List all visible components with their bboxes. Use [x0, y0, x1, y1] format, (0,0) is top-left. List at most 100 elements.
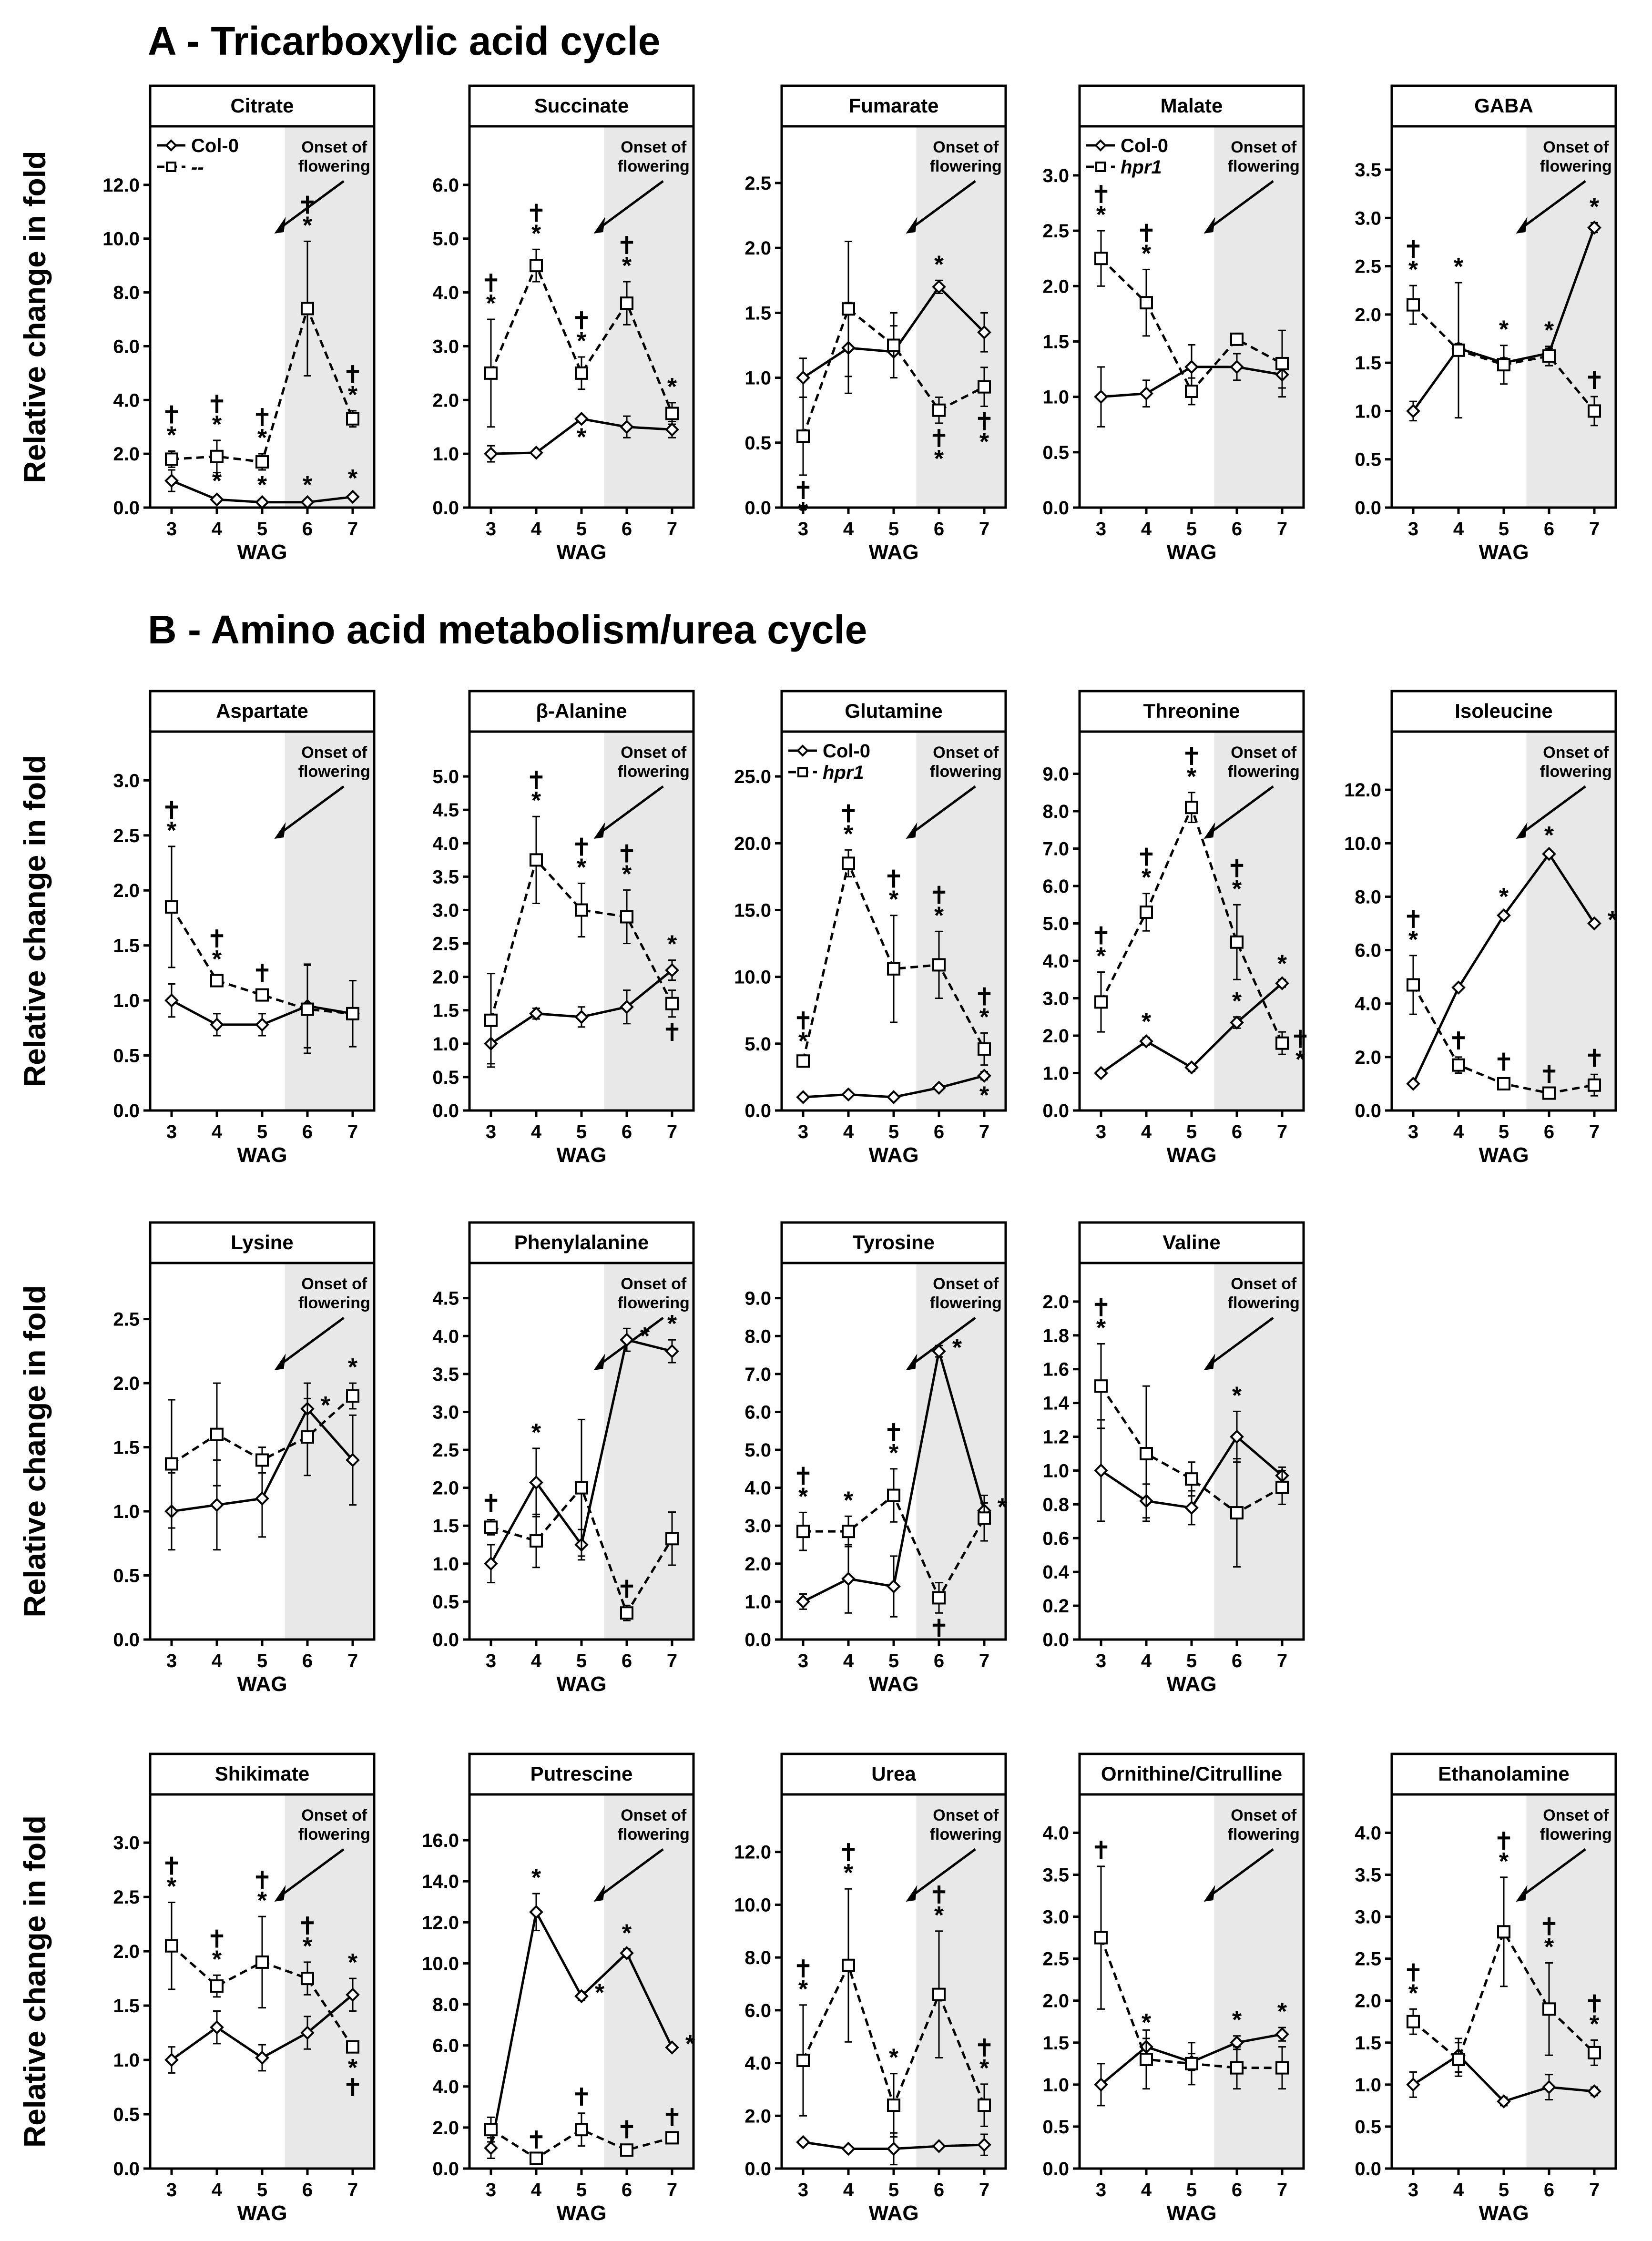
- data-point-hpr1: [484, 2123, 498, 2137]
- chart-title-box: [1390, 84, 1617, 128]
- y-tick-label: 1.2: [1042, 1427, 1069, 1448]
- data-point-hpr1: [1497, 1925, 1510, 1939]
- y-tick-label: 8.0: [744, 1326, 771, 1347]
- x-tick-label: 5: [888, 2180, 899, 2200]
- significance-mark: *: [640, 1323, 650, 1350]
- y-tick-label: 0.5: [432, 1067, 459, 1088]
- chart-panel-ethanolamine: Ethanolamine 0.0 0.5 1.0 1.5 2.0 2.5 3.0 3.5 4.0 3…: [1355, 1752, 1617, 2225]
- y-tick-label: 4.0: [1042, 1823, 1069, 1844]
- data-point-hpr1: [346, 2040, 359, 2054]
- data-point-col-0: [1587, 2084, 1601, 2098]
- onset-label: flowering: [298, 1294, 370, 1312]
- x-tick-label: 7: [1277, 1650, 1287, 1671]
- data-point-hpr1: [1185, 385, 1198, 398]
- y-tick-label: 2.5: [1355, 1949, 1381, 1970]
- data-point-col-0: [210, 1018, 224, 1032]
- x-tick-label: 3: [798, 2180, 808, 2200]
- onset-shade: [916, 1263, 1006, 1640]
- data-point-hpr1: [301, 1430, 314, 1444]
- y-tick-label: 7.0: [1042, 839, 1069, 860]
- x-tick-label: 5: [1186, 1121, 1197, 1142]
- data-point-col-0: [620, 999, 634, 1014]
- y-tick-label: 1.0: [1042, 2075, 1069, 2096]
- significance-mark: *: [257, 471, 267, 499]
- onset-arrow-head: [593, 217, 605, 234]
- data-point-col-0: [1139, 1034, 1153, 1049]
- y-tick-label: 12.0: [734, 1842, 771, 1863]
- y-tick-label: 2.0: [744, 238, 771, 259]
- significance-mark: ✝: [616, 1576, 637, 1603]
- significance-mark: *: [1232, 988, 1242, 1015]
- data-point-hpr1: [1140, 296, 1153, 310]
- data-point-hpr1: [842, 1525, 855, 1538]
- y-tick-label: 2.5: [432, 934, 459, 955]
- data-point-hpr1: [1407, 298, 1420, 312]
- x-tick-label: 4: [1453, 1121, 1464, 1142]
- significance-mark: ✝: [928, 1882, 949, 1909]
- significance-mark: ✝: [161, 797, 182, 825]
- data-point-col-0: [665, 422, 679, 437]
- onset-arrow: [1520, 1848, 1586, 1898]
- y-tick-label: 4.0: [432, 833, 459, 854]
- data-point-hpr1: [1140, 1447, 1153, 1460]
- significance-mark: *: [321, 1392, 331, 1419]
- data-point-col-0: [977, 1069, 991, 1083]
- x-tick-label: 5: [257, 519, 267, 540]
- x-tick-label: 7: [347, 2180, 358, 2200]
- y-tick-label: 3.0: [432, 336, 459, 357]
- x-axis-title: WAG: [868, 1672, 918, 1696]
- significance-mark: ✝: [1403, 1959, 1424, 1987]
- x-tick-label: 4: [1141, 2180, 1152, 2200]
- x-tick-label: 7: [347, 1650, 358, 1671]
- y-tick-label: 2.0: [1355, 1047, 1381, 1068]
- significance-mark: ✝: [793, 1008, 814, 1035]
- onset-shade: [604, 732, 693, 1110]
- y-tick-label: 2.5: [1042, 1949, 1069, 1970]
- x-tick-label: 5: [1499, 519, 1509, 540]
- data-point-col-0: [1587, 220, 1601, 235]
- onset-label: Onset of: [301, 138, 367, 156]
- significance-mark: *: [303, 1933, 313, 1960]
- y-tick-label: 2.5: [113, 1887, 140, 1908]
- y-tick-label: 9.0: [744, 1288, 771, 1309]
- x-axis-title: WAG: [868, 1143, 918, 1167]
- significance-mark: *: [979, 428, 989, 456]
- significance-mark: *: [167, 817, 177, 845]
- onset-label: flowering: [618, 157, 690, 175]
- legend-marker-hpr1: [797, 767, 808, 777]
- y-tick-label: 12.0: [1344, 780, 1381, 801]
- y-tick-label: 1.0: [1355, 401, 1381, 422]
- data-point-col-0: [1184, 1500, 1199, 1515]
- data-point-hpr1: [887, 1488, 900, 1502]
- data-point-hpr1: [255, 455, 269, 469]
- significance-mark: *: [1295, 1046, 1305, 1074]
- x-tick-label: 7: [1589, 519, 1600, 540]
- x-tick-label: 6: [622, 1650, 632, 1671]
- y-tick-label: 1.0: [113, 990, 140, 1011]
- x-tick-label: 4: [843, 1650, 854, 1671]
- significance-mark: *: [167, 422, 177, 449]
- data-point-hpr1: [665, 2131, 679, 2145]
- significance-mark: *: [979, 1003, 989, 1031]
- legend-label-col-0: Col-0: [1121, 135, 1168, 156]
- y-tick-label: 3.0: [1355, 1907, 1381, 1928]
- x-tick-label: 4: [1141, 1121, 1152, 1142]
- chart-panel-aspartate: Aspartate 0.0 0.5 1.0 1.5 2.0 2.5 3.0 3 4 5 6 7 WAG On…: [113, 690, 376, 1167]
- data-point-hpr1: [1094, 995, 1108, 1009]
- data-point-hpr1: [796, 429, 810, 443]
- chart-title: GABA: [1474, 94, 1533, 117]
- y-tick-label: 10.0: [422, 1953, 459, 1974]
- x-tick-label: 7: [1277, 2180, 1287, 2200]
- series-line-hpr1: [489, 857, 673, 1021]
- significance-mark: *: [212, 411, 222, 438]
- significance-mark: *: [1499, 1848, 1509, 1875]
- y-tick-label: 1.0: [432, 1034, 459, 1055]
- data-point-col-0: [529, 446, 543, 460]
- section-a-title: A - Tricarboxylic acid cycle: [148, 19, 660, 63]
- data-point-col-0: [620, 419, 634, 434]
- significance-mark: *: [212, 1946, 222, 1973]
- data-point-hpr1: [1275, 357, 1289, 370]
- legend-label-hpr1: hpr1: [1121, 157, 1162, 178]
- data-point-hpr1: [1094, 252, 1108, 265]
- y-tick-label: 0.0: [113, 1100, 140, 1121]
